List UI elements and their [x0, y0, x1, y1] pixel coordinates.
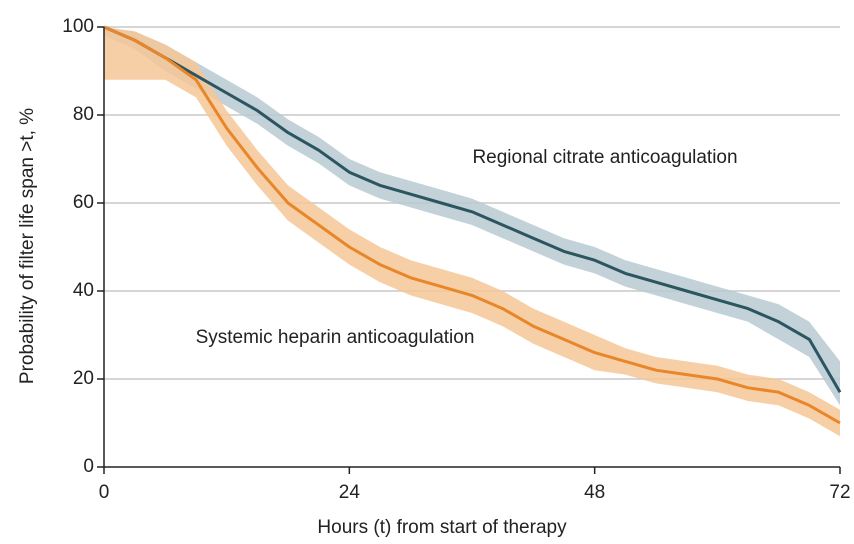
x-tick-label: 24 [339, 482, 361, 503]
y-tick-label: 80 [73, 104, 94, 125]
line [103, 25, 842, 393]
series-label: Systemic heparin anticoagulation [196, 327, 475, 348]
y-tick-label: 100 [62, 16, 94, 37]
confidence-band [104, 27, 840, 406]
y-tick-label: 0 [83, 456, 94, 477]
series-label: Regional citrate anticoagulation [472, 147, 737, 168]
line [103, 25, 841, 425]
y-tick-label: 60 [73, 192, 94, 213]
x-tick-label: 48 [584, 482, 605, 503]
y-tick-label: 40 [73, 280, 94, 301]
y-tick-label: 20 [73, 368, 94, 389]
x-tick-label: 0 [99, 482, 110, 503]
y-axis-label: Probability of filter life span >t, % [17, 108, 38, 384]
x-tick-label: 72 [829, 482, 850, 503]
x-axis-label: Hours (t) from start of therapy [317, 517, 567, 538]
